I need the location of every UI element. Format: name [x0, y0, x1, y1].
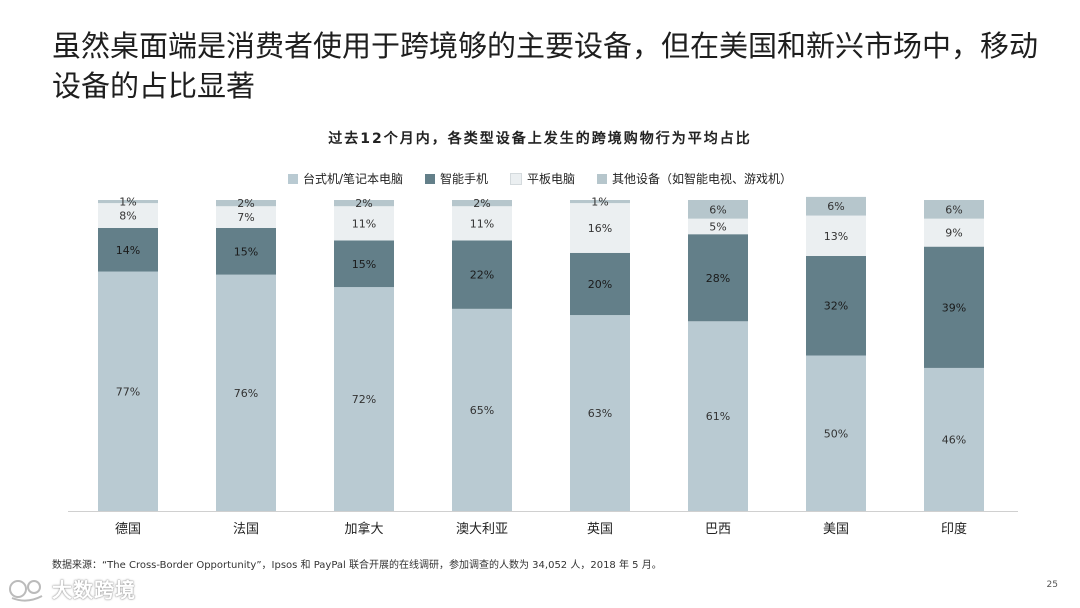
watermark: 大数跨境	[8, 574, 136, 603]
bar-segment-desktop	[806, 355, 866, 511]
data-label-other: 6%	[709, 203, 726, 216]
legend-item-tablet: 平板电脑	[510, 170, 575, 187]
x-tick-label: 印度	[941, 521, 967, 537]
legend-swatch-smartphone	[425, 173, 435, 184]
bar-segment-other	[334, 200, 394, 207]
bar-segment-other	[806, 196, 866, 216]
data-label-tablet: 16%	[588, 222, 612, 235]
data-label-desktop: 77%	[116, 385, 140, 398]
data-label-tablet: 9%	[945, 227, 962, 240]
x-tick-label: 巴西	[705, 522, 731, 537]
data-label-tablet: 7%	[237, 211, 254, 224]
bar-segment-smartphone	[452, 240, 512, 309]
data-label-desktop: 63%	[588, 407, 612, 420]
bar-segment-smartphone	[806, 255, 866, 356]
stacked-bar-chart: 77%14%8%1%德国76%15%7%2%法国72%15%11%2%加拿大65…	[68, 196, 1018, 537]
legend-swatch-desktop	[287, 173, 298, 184]
x-tick-label: 美国	[823, 522, 849, 537]
bar-segment-tablet	[570, 203, 630, 253]
source-note: 数据来源：“The Cross-Border Opportunity”，Ipso…	[52, 560, 662, 571]
bar-segment-other	[452, 200, 512, 207]
bar-segment-tablet	[334, 206, 394, 241]
x-tick-label: 澳大利亚	[456, 521, 508, 537]
legend-item-smartphone: 智能手机	[425, 170, 488, 187]
bar-segment-other	[688, 200, 748, 219]
data-label-tablet: 13%	[824, 230, 848, 243]
legend-item-desktop: 台式机/笔记本电脑	[287, 170, 403, 187]
bar-segment-desktop	[98, 271, 158, 511]
data-label-desktop: 61%	[706, 410, 730, 423]
data-label-smartphone: 20%	[588, 278, 612, 291]
data-label-smartphone: 15%	[234, 245, 258, 258]
bar-segment-desktop	[216, 274, 276, 511]
bar-segment-desktop	[570, 315, 630, 511]
legend-swatch-other	[597, 173, 608, 184]
legend-label-other: 其他设备（如智能电视、游戏机）	[612, 172, 793, 186]
data-label-smartphone: 14%	[116, 244, 140, 257]
data-label-smartphone: 15%	[352, 258, 376, 271]
bar-segment-tablet	[688, 218, 748, 235]
x-tick-label: 英国	[587, 522, 613, 537]
data-label-smartphone: 28%	[706, 272, 730, 285]
bar-segment-smartphone	[216, 227, 276, 275]
data-label-tablet: 11%	[352, 217, 376, 230]
bar-segment-other	[98, 200, 158, 204]
x-tick-label: 加拿大	[344, 521, 383, 537]
legend-label-tablet: 平板电脑	[527, 172, 576, 186]
data-label-other: 2%	[355, 197, 372, 210]
data-label-desktop: 72%	[352, 393, 376, 406]
legend-label-smartphone: 智能手机	[440, 172, 489, 186]
bar-segment-tablet	[216, 206, 276, 228]
data-label-tablet: 11%	[470, 217, 494, 230]
bar-segment-smartphone	[570, 252, 630, 316]
data-label-other: 1%	[119, 196, 136, 209]
page-title: 虽然桌面端是消费者使用于跨境够的主要设备，但在美国和新兴市场中，移动设备的占比显…	[52, 29, 1039, 103]
bar-segment-other	[216, 200, 276, 207]
bar-segment-smartphone	[98, 227, 158, 272]
bar-segment-smartphone	[334, 240, 394, 288]
data-label-other: 6%	[827, 200, 844, 213]
bar-segment-tablet	[924, 218, 984, 247]
chart-title: 过去12个月内，各类型设备上发生的跨境购物行为平均占比	[328, 131, 752, 147]
bar-segment-other	[570, 200, 630, 204]
data-label-other: 2%	[473, 197, 490, 210]
bar-segment-desktop	[688, 321, 748, 511]
bar-segment-smartphone	[688, 234, 748, 322]
legend-label-desktop: 台式机/笔记本电脑	[302, 172, 403, 186]
bar-segment-desktop	[924, 367, 984, 511]
bar-segment-desktop	[334, 287, 394, 511]
data-label-desktop: 50%	[824, 427, 848, 440]
bar-segment-tablet	[806, 215, 866, 256]
data-label-smartphone: 22%	[470, 269, 494, 282]
data-label-desktop: 46%	[942, 433, 966, 446]
data-label-other: 1%	[591, 196, 608, 209]
x-tick-label: 法国	[233, 522, 259, 537]
chart-legend: 台式机/笔记本电脑 智能手机 平板电脑 其他设备（如智能电视、游戏机）	[0, 170, 1080, 187]
data-label-smartphone: 39%	[942, 301, 966, 314]
page-number: 25	[1046, 580, 1058, 590]
data-label-other: 6%	[945, 203, 962, 216]
bar-segment-tablet	[98, 203, 158, 228]
legend-swatch-tablet	[510, 172, 523, 185]
data-label-tablet: 8%	[119, 210, 136, 223]
data-label-tablet: 5%	[709, 220, 726, 233]
bar-segment-desktop	[452, 308, 512, 511]
x-tick-label: 德国	[115, 522, 141, 537]
legend-item-other: 其他设备（如智能电视、游戏机）	[597, 170, 792, 187]
bar-segment-other	[924, 200, 984, 219]
bar-segment-tablet	[452, 206, 512, 241]
data-label-desktop: 76%	[234, 387, 258, 400]
bar-segment-smartphone	[924, 246, 984, 368]
watermark-logo-icon	[9, 579, 43, 602]
data-label-desktop: 65%	[470, 404, 494, 417]
data-label-smartphone: 32%	[824, 300, 848, 313]
data-label-other: 2%	[237, 197, 254, 210]
watermark-text: 大数跨境	[52, 578, 136, 602]
